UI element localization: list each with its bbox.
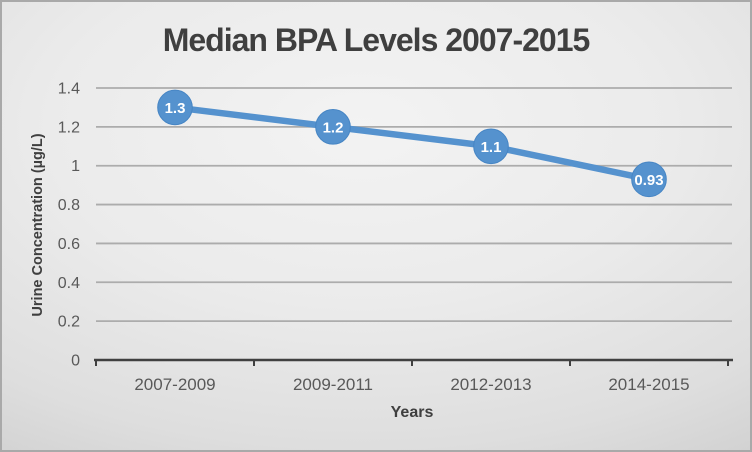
data-point-label: 1.1	[481, 139, 502, 156]
x-axis-title: Years	[390, 404, 434, 421]
y-tick-label: 0.8	[58, 197, 80, 214]
data-point-label: 0.93	[634, 172, 663, 189]
y-tick-label: 0.2	[58, 314, 80, 331]
y-tick-label: 0	[71, 353, 80, 370]
y-tick-label: 0.6	[58, 236, 80, 253]
y-tick-label: 1	[71, 158, 80, 175]
data-point-marker	[157, 89, 193, 126]
x-tick-label: 2007-2009	[134, 375, 215, 394]
data-point-label: 1.2	[323, 119, 344, 136]
data-point-marker	[315, 109, 351, 145]
data-point-marker	[631, 161, 667, 198]
x-tick-label: 2012-2013	[450, 375, 531, 394]
data-point-marker	[473, 128, 509, 165]
y-tick-label: 1.4	[58, 81, 80, 98]
data-line	[171, 104, 653, 183]
y-tick-label: 0.4	[58, 275, 80, 292]
chart-title: Median BPA Levels 2007-2015	[162, 22, 591, 58]
data-point-label: 1.3	[165, 100, 186, 117]
x-tick-label: 2009-2011	[293, 375, 373, 394]
y-tick-label: 1.2	[58, 119, 80, 136]
x-tick-label: 2014-2015	[608, 375, 689, 394]
